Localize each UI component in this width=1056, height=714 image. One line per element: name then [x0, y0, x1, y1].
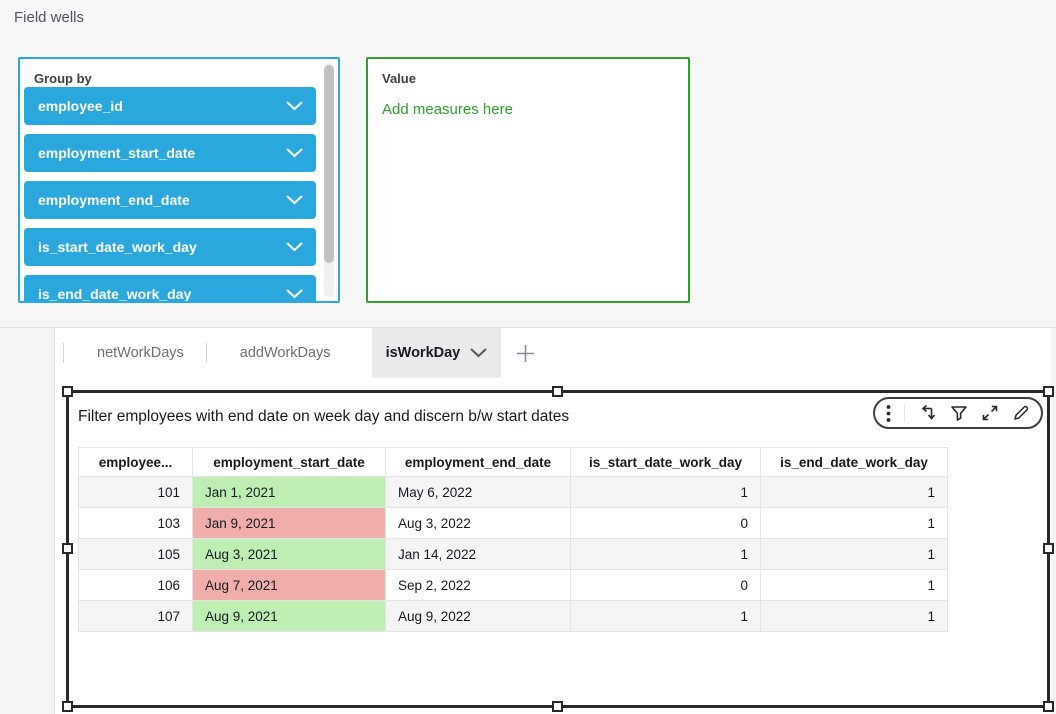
column-header[interactable]: employment_end_date: [385, 447, 571, 477]
resize-handle-mid-right[interactable]: [1043, 543, 1054, 554]
table-cell: 1: [760, 538, 948, 570]
resize-handle-top-left[interactable]: [62, 386, 73, 397]
table-cell: May 6, 2022: [385, 476, 571, 508]
table-row: 103 Jan 9, 2021 Aug 3, 2022 0 1: [78, 507, 948, 539]
table-cell: 107: [78, 600, 193, 632]
chevron-down-icon[interactable]: [286, 289, 303, 299]
chevron-down-icon[interactable]: [470, 348, 487, 358]
table-cell: 1: [760, 569, 948, 601]
field-pill-employment_start_date[interactable]: employment_start_date: [24, 134, 316, 172]
sheet-right-margin: [1051, 328, 1056, 714]
sheet-area: netWorkDays addWorkDays isWorkDay Filter e…: [0, 328, 1056, 714]
field-pill-label: employment_start_date: [38, 145, 196, 161]
chevron-down-icon[interactable]: [286, 242, 303, 252]
value-label: Value: [382, 71, 416, 86]
resize-handle-bottom-center[interactable]: [552, 701, 563, 712]
tab-label: netWorkDays: [97, 345, 184, 361]
resize-handle-bottom-left[interactable]: [62, 701, 73, 712]
table-header-row: employee... employment_start_date employme…: [78, 447, 948, 477]
field-pill-label: is_end_date_work_day: [38, 286, 192, 301]
table-row: 105 Aug 3, 2021 Jan 14, 2022 1 1: [78, 538, 948, 570]
toolbar-divider: [904, 404, 905, 422]
resize-handle-top-center[interactable]: [552, 386, 563, 397]
table-cell: 1: [760, 476, 948, 508]
field-pill-label: employment_end_date: [38, 192, 190, 208]
table-cell: 1: [760, 507, 948, 539]
table-cell: Sep 2, 2022: [385, 569, 571, 601]
pivot-table: employee... employment_start_date employme…: [78, 447, 948, 632]
table-cell: 103: [78, 507, 193, 539]
table-cell: 105: [78, 538, 193, 570]
resize-handle-bottom-right[interactable]: [1043, 701, 1054, 712]
visual-title: Filter employees with end date on week d…: [78, 408, 570, 425]
table-cell: Jan 9, 2021: [192, 507, 386, 539]
field-pill-employment_end_date[interactable]: employment_end_date: [24, 181, 316, 219]
field-pill-is_end_date_work_day[interactable]: is_end_date_work_day: [24, 275, 316, 301]
scrollbar-track[interactable]: [324, 63, 334, 297]
table-cell: 106: [78, 569, 193, 601]
group-by-well[interactable]: Group by employee_id employment_start_dat…: [18, 57, 340, 303]
filter-funnel-icon[interactable]: [950, 404, 968, 422]
table-cell: Jan 1, 2021: [192, 476, 386, 508]
tab-divider: [205, 343, 207, 363]
column-header[interactable]: employment_start_date: [192, 447, 386, 477]
edit-pencil-icon[interactable]: [1012, 404, 1030, 422]
table-body: 101 Jan 1, 2021 May 6, 2022 1 1 103 Jan 9, 202…: [78, 476, 948, 632]
table-cell: 1: [570, 476, 761, 508]
sheet-left-margin: [0, 328, 55, 714]
table-cell: 0: [570, 569, 761, 601]
table-row: 106 Aug 7, 2021 Sep 2, 2022 0 1: [78, 569, 948, 601]
field-pill-label: employee_id: [38, 98, 123, 114]
table-cell: 1: [760, 600, 948, 632]
visual-toolbar: [873, 397, 1043, 429]
value-well[interactable]: Value Add measures here: [366, 57, 690, 303]
chevron-down-icon[interactable]: [286, 148, 303, 158]
column-header[interactable]: employee...: [78, 447, 193, 477]
table-cell: 0: [570, 507, 761, 539]
sort-icon[interactable]: [918, 404, 937, 423]
field-wells-section: Field wells Group by employee_id employme…: [0, 0, 1056, 328]
column-header[interactable]: is_start_date_work_day: [570, 447, 761, 477]
maximize-icon[interactable]: [981, 404, 999, 422]
table-cell: 1: [570, 600, 761, 632]
field-wells-title: Field wells: [14, 9, 85, 26]
field-pill-employee_id[interactable]: employee_id: [24, 87, 316, 125]
table-cell: Aug 3, 2021: [192, 538, 386, 570]
visual-container[interactable]: Filter employees with end date on week d…: [62, 386, 1054, 712]
tab-netWorkDays[interactable]: netWorkDays: [82, 328, 199, 378]
table-cell: Jan 14, 2022: [385, 538, 571, 570]
value-empty-text: Add measures here: [382, 101, 513, 118]
tab-divider: [63, 343, 64, 363]
scrollbar-thumb[interactable]: [324, 65, 334, 263]
group-by-label: Group by: [34, 71, 92, 86]
table-cell: Aug 9, 2022: [385, 600, 571, 632]
field-pill-is_start_date_work_day[interactable]: is_start_date_work_day: [24, 228, 316, 266]
column-header[interactable]: is_end_date_work_day: [760, 447, 948, 477]
group-by-pills: employee_id employment_start_date employme…: [24, 87, 316, 301]
sheet-tab-bar: netWorkDays addWorkDays isWorkDay: [56, 328, 1050, 378]
tab-addWorkDays[interactable]: addWorkDays: [225, 328, 346, 378]
add-sheet-button[interactable]: [515, 328, 536, 378]
table-cell: Aug 9, 2021: [192, 600, 386, 632]
table-row: 101 Jan 1, 2021 May 6, 2022 1 1: [78, 476, 948, 508]
tab-label: isWorkDay: [385, 345, 461, 361]
resize-handle-top-right[interactable]: [1043, 386, 1054, 397]
field-pill-label: is_start_date_work_day: [38, 239, 197, 255]
resize-handle-mid-left[interactable]: [62, 543, 73, 554]
table-cell: Aug 3, 2022: [385, 507, 571, 539]
table-header-row: employee... employment_start_date employme…: [78, 447, 948, 477]
chevron-down-icon[interactable]: [286, 195, 303, 205]
tab-isWorkDay[interactable]: isWorkDay: [371, 328, 502, 378]
table-cell: Aug 7, 2021: [192, 569, 386, 601]
table-row: 107 Aug 9, 2021 Aug 9, 2022 1 1: [78, 600, 948, 632]
tab-label: addWorkDays: [239, 345, 331, 361]
chevron-down-icon[interactable]: [286, 101, 303, 111]
kebab-menu-icon[interactable]: [886, 404, 891, 423]
table-cell: 101: [78, 476, 193, 508]
table-cell: 1: [570, 538, 761, 570]
